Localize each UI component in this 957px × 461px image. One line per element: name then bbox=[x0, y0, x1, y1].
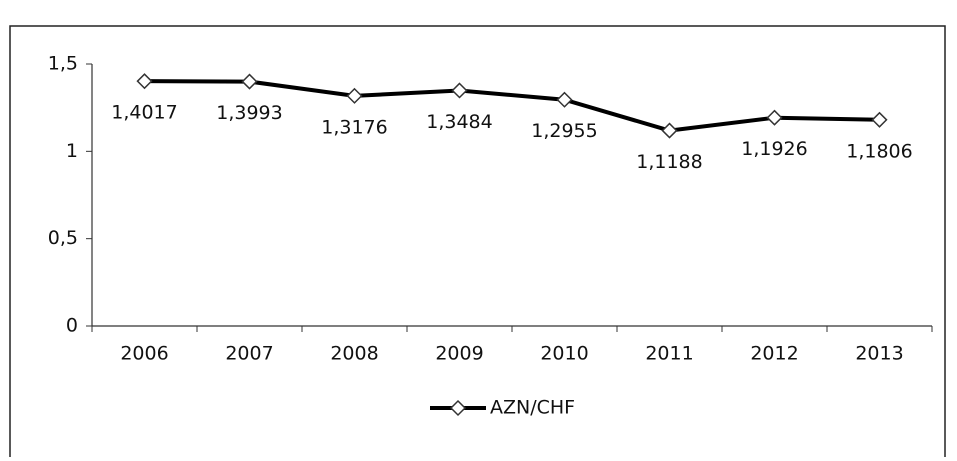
data-label: 1,2955 bbox=[531, 120, 597, 142]
x-tick-label: 2008 bbox=[330, 343, 378, 365]
marker bbox=[556, 91, 573, 108]
x-tick-label: 2006 bbox=[120, 343, 168, 365]
series-line bbox=[144, 79, 880, 133]
marker bbox=[346, 87, 363, 104]
data-label: 1,3993 bbox=[216, 102, 282, 124]
x-tick-label: 2013 bbox=[855, 343, 903, 365]
marker bbox=[241, 73, 258, 90]
y-tick-label: 1 bbox=[66, 140, 78, 162]
x-tick-label: 2009 bbox=[435, 343, 483, 365]
data-label: 1,3484 bbox=[426, 111, 492, 133]
legend-label: AZN/CHF bbox=[490, 397, 575, 419]
marker bbox=[871, 111, 888, 128]
data-label: 1,1806 bbox=[846, 140, 912, 162]
legend-marker bbox=[449, 399, 467, 417]
y-tick-label: 0 bbox=[66, 315, 78, 337]
x-tick-label: 2010 bbox=[540, 343, 588, 365]
marker bbox=[766, 109, 783, 126]
x-tick-label: 2007 bbox=[225, 343, 273, 365]
data-label: 1,1188 bbox=[636, 151, 702, 173]
marker bbox=[451, 82, 468, 99]
y-tick-label: 1,5 bbox=[48, 53, 78, 75]
data-label: 1,1926 bbox=[741, 138, 807, 160]
x-tick-label: 2011 bbox=[645, 343, 693, 365]
data-label: 1,3176 bbox=[321, 116, 387, 138]
marker bbox=[661, 122, 678, 139]
data-label: 1,4017 bbox=[111, 102, 177, 124]
marker bbox=[136, 73, 153, 90]
y-tick-label: 0,5 bbox=[48, 227, 78, 249]
x-tick-label: 2012 bbox=[750, 343, 798, 365]
chart-frame bbox=[9, 25, 946, 461]
